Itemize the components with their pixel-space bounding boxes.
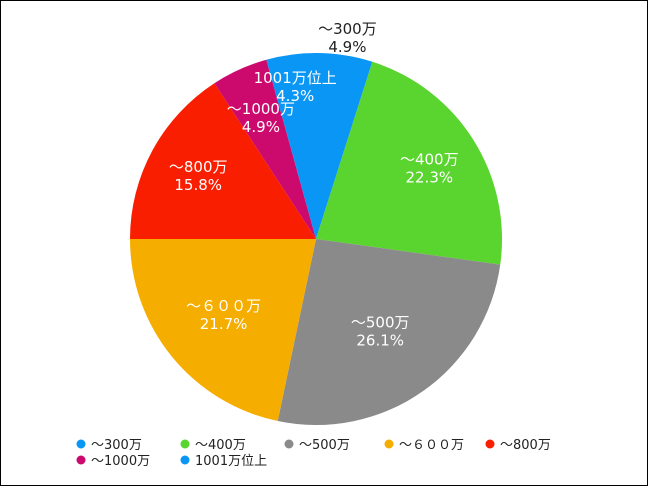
legend-marker: [180, 455, 190, 465]
legend-marker: [384, 439, 394, 449]
slice-label: ～400万 22.3%: [400, 151, 459, 187]
slice-value-label: 22.3%: [405, 169, 453, 187]
slice-value-label: 21.7%: [200, 315, 248, 333]
slice-label: 1001万位上 4.3%: [254, 69, 337, 105]
pie-labels: ～300万 4.9%～400万 22.3%～500万 26.1%～６００万 21.7%～…: [169, 20, 459, 349]
legend-marker: [284, 439, 294, 449]
pie-slice: [316, 53, 373, 239]
slice-category-label: ～1000万: [227, 100, 295, 118]
slice-value-label: 26.1%: [356, 331, 404, 349]
pie-slice: [277, 239, 501, 426]
legend-marker: [76, 439, 86, 449]
legend: ～300万 ～400万 ～500万 ～６００万 ～800万 ～1000万 1001万位上: [76, 438, 551, 469]
pie-slice: [266, 53, 316, 239]
slice-value-label: 4.9%: [242, 118, 280, 136]
slice-label: ～500万 26.1%: [351, 313, 410, 349]
slice-category-label: ～800万: [169, 158, 228, 176]
slice-value-label: 4.3%: [276, 87, 314, 105]
legend-label: ～400万: [195, 438, 246, 453]
slice-label: ～1000万 4.9%: [227, 100, 295, 136]
legend-marker: [485, 439, 495, 449]
legend-label: 1001万位上: [195, 454, 267, 469]
legend-label: ～６００万: [399, 438, 464, 453]
pie-slice: [130, 239, 316, 422]
pie-slice: [130, 83, 316, 239]
legend-label: ～300万: [91, 438, 142, 453]
slice-label: ～300万 4.9%: [318, 20, 377, 56]
legend-label: ～500万: [299, 438, 350, 453]
legend-label: ～1000万: [91, 454, 150, 469]
slice-label: ～800万 15.8%: [169, 158, 228, 194]
slice-category-label: ～300万: [318, 20, 377, 38]
legend-label: ～800万: [500, 438, 551, 453]
slice-value-label: 4.9%: [328, 38, 366, 56]
slice-category-label: ～400万: [400, 151, 459, 169]
slice-category-label: ～500万: [351, 313, 410, 331]
pie-slice: [214, 59, 316, 239]
legend-marker: [180, 439, 190, 449]
legend-marker: [76, 455, 86, 465]
slice-category-label: ～６００万: [186, 297, 261, 315]
pie-slices: [130, 53, 503, 426]
slice-value-label: 15.8%: [174, 176, 222, 194]
pie-slice: [316, 61, 503, 265]
slice-label: ～６００万 21.7%: [186, 297, 261, 333]
slice-category-label: 1001万位上: [254, 69, 337, 87]
